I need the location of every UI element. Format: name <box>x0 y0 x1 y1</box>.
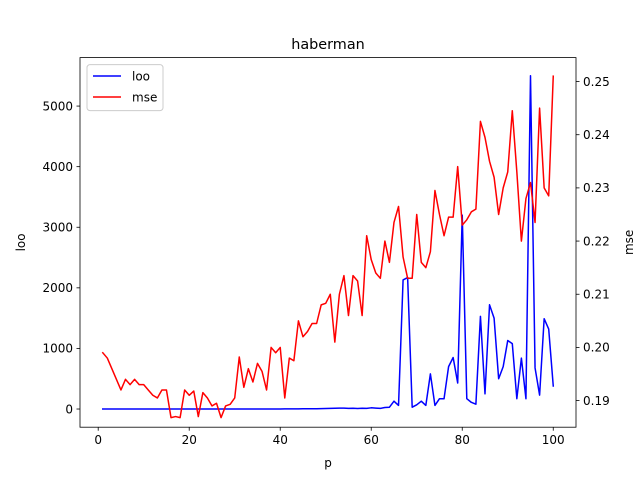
y-right-tick-label: 0.21 <box>583 288 610 302</box>
x-tick-label: 0 <box>94 433 102 447</box>
x-tick-label: 60 <box>364 433 379 447</box>
y-left-tick-label: 4000 <box>42 160 73 174</box>
series-line-loo <box>102 75 555 410</box>
y-left-tick-label: 2000 <box>42 281 73 295</box>
x-tick-label: 40 <box>273 433 288 447</box>
chart-title: haberman <box>291 37 365 53</box>
x-axis: 0 20 40 60 80 100 <box>94 427 565 447</box>
x-tick-label: 80 <box>455 433 470 447</box>
plot-area <box>80 57 576 428</box>
x-tick-label: 100 <box>542 433 565 447</box>
y-right-tick-label: 0.19 <box>583 394 610 408</box>
plot-frame <box>79 57 577 428</box>
y-axis-right: 0.19 0.20 0.21 0.22 0.23 0.24 0.25 <box>576 75 610 408</box>
x-tick-label: 20 <box>182 433 197 447</box>
y-right-tick-label: 0.23 <box>583 181 610 195</box>
y-right-tick-label: 0.20 <box>583 341 610 355</box>
y-right-tick-label: 0.25 <box>583 75 610 89</box>
y-right-tick-label: 0.24 <box>583 128 610 142</box>
legend-label-loo: loo <box>132 70 150 84</box>
y-left-tick-label: 0 <box>65 402 73 416</box>
y-left-tick-label: 3000 <box>42 221 73 235</box>
y-axis-left-label: loo <box>14 233 28 251</box>
legend-label-mse: mse <box>132 91 157 105</box>
legend: loo mse <box>86 64 164 112</box>
y-right-tick-label: 0.22 <box>583 234 610 248</box>
y-axis-right-label: mse <box>622 230 636 255</box>
series-layer <box>101 75 555 419</box>
x-axis-label: p <box>324 456 332 470</box>
y-left-tick-label: 5000 <box>42 99 73 113</box>
series-line-mse <box>101 75 555 419</box>
y-axis-left: 0 1000 2000 3000 4000 5000 <box>42 99 80 416</box>
y-left-tick-label: 1000 <box>42 342 73 356</box>
